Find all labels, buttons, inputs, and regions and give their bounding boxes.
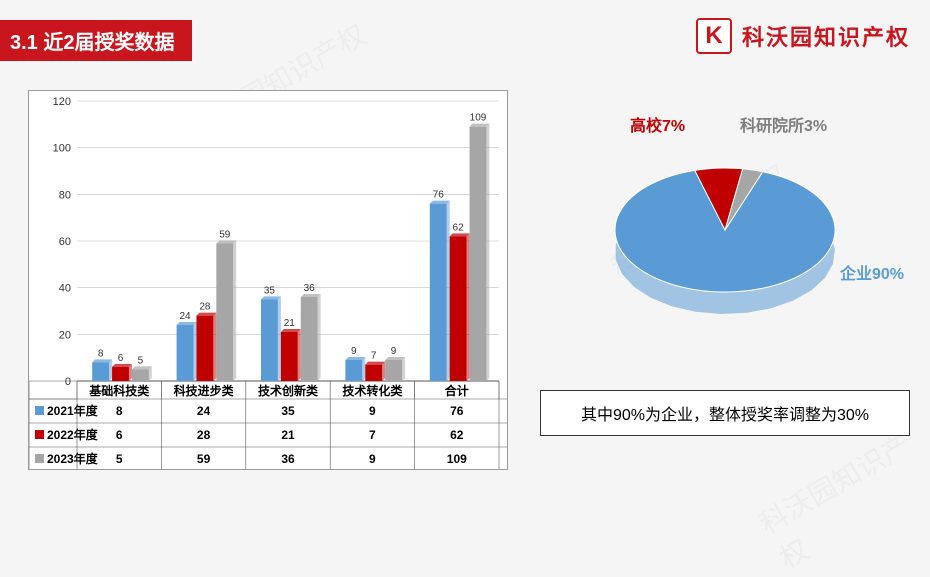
svg-text:技术创新类: 技术创新类 (258, 383, 319, 398)
svg-text:62: 62 (453, 222, 465, 233)
brand-logo-area: K 科沃园知识产权 (696, 18, 910, 54)
brand-name: 科沃园知识产权 (742, 20, 910, 52)
svg-text:2023年度: 2023年度 (47, 451, 99, 466)
svg-text:6: 6 (116, 428, 123, 442)
svg-text:120: 120 (53, 96, 71, 108)
svg-text:20: 20 (59, 329, 71, 341)
svg-text:合计: 合计 (445, 383, 469, 398)
svg-text:109: 109 (447, 452, 467, 466)
svg-text:9: 9 (369, 404, 376, 418)
pie-chart-svg (560, 110, 900, 340)
svg-text:9: 9 (391, 346, 397, 357)
svg-text:7: 7 (371, 351, 377, 362)
svg-text:0: 0 (65, 376, 71, 388)
svg-text:5: 5 (138, 355, 144, 366)
svg-text:28: 28 (199, 302, 211, 313)
bar-chart-svg: 020406080100120865基础科技类242859科技进步类352136… (29, 91, 507, 469)
brand-logo-icon: K (696, 18, 732, 54)
svg-text:科技进步类: 科技进步类 (174, 383, 235, 398)
svg-text:40: 40 (59, 283, 71, 295)
pie-slice-label: 科研院所3% (740, 112, 827, 136)
svg-text:8: 8 (98, 348, 104, 359)
svg-text:2022年度: 2022年度 (47, 427, 99, 442)
note-box: 其中90%为企业，整体授奖率调整为30% (540, 390, 910, 436)
svg-text:28: 28 (197, 428, 211, 442)
svg-text:100: 100 (53, 143, 71, 155)
svg-text:76: 76 (433, 190, 445, 201)
svg-text:24: 24 (197, 404, 211, 418)
svg-text:62: 62 (450, 428, 464, 442)
svg-text:技术转化类: 技术转化类 (342, 383, 403, 398)
svg-text:8: 8 (116, 404, 123, 418)
svg-text:9: 9 (369, 452, 376, 466)
svg-text:35: 35 (264, 285, 276, 296)
svg-text:35: 35 (281, 404, 295, 418)
svg-text:24: 24 (179, 311, 191, 322)
watermark: 科沃园知识产权 (751, 423, 930, 577)
svg-text:59: 59 (197, 452, 211, 466)
svg-text:21: 21 (284, 318, 296, 329)
pie-slice-label: 高校7% (630, 112, 685, 136)
pie-chart-area: 企业90%高校7%科研院所3% (560, 110, 900, 340)
svg-text:109: 109 (470, 113, 487, 124)
section-title-banner: 3.1 近2届授奖数据 (0, 20, 192, 61)
pie-slice-label: 企业90% (840, 260, 904, 284)
svg-text:基础科技类: 基础科技类 (88, 383, 150, 398)
svg-text:2021年度: 2021年度 (47, 403, 99, 418)
svg-text:7: 7 (369, 428, 376, 442)
svg-text:36: 36 (281, 452, 295, 466)
svg-text:76: 76 (450, 404, 464, 418)
svg-text:80: 80 (59, 189, 71, 201)
svg-text:59: 59 (219, 229, 231, 240)
svg-text:6: 6 (118, 353, 124, 364)
svg-text:9: 9 (351, 346, 357, 357)
svg-text:60: 60 (59, 236, 71, 248)
svg-text:36: 36 (304, 283, 316, 294)
svg-text:5: 5 (116, 452, 123, 466)
svg-text:21: 21 (281, 428, 295, 442)
bar-chart-panel: 020406080100120865基础科技类242859科技进步类352136… (28, 90, 508, 470)
